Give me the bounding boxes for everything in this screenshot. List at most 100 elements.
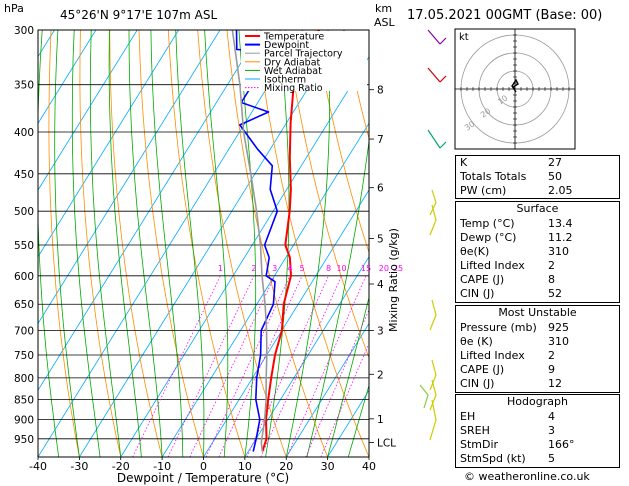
x-tick-label: -30: [70, 460, 88, 473]
index-k: K 27: [460, 156, 562, 169]
legend-label: Dry Adiabat: [264, 57, 321, 68]
isotherm-line: [38, 30, 304, 457]
series-line-temperature: [261, 30, 321, 452]
isotherm-line: [244, 256, 369, 457]
mixing-ratio-label: 15: [361, 264, 371, 273]
pressure-label: 750: [14, 350, 34, 362]
mu-lifted-index: Lifted Index 2: [460, 349, 555, 362]
most-unstable-title: Most Unstable: [498, 306, 577, 319]
isotherm-line: [38, 30, 97, 125]
surface-title: Surface: [516, 202, 559, 215]
x-tick-label: 40: [362, 460, 376, 473]
x-tick-label: -20: [112, 460, 130, 473]
surface-theta: θe(K) 310: [460, 245, 569, 258]
mixing-ratio-line: [167, 275, 255, 457]
y-axis-unit: hPa: [4, 2, 24, 15]
hodo-sreh: SREH 3: [460, 424, 555, 437]
legend-label: Mixing Ratio: [264, 83, 323, 94]
hodo-eh: EH 4: [460, 410, 555, 423]
wet-adiabat-line: [89, 30, 122, 457]
index-totals: Totals Totals 50: [460, 170, 562, 183]
wet-adiabat-line: [204, 30, 229, 457]
wet-adiabat-line: [71, 30, 101, 457]
pressure-label: 950: [14, 434, 34, 446]
dry-adiabat-line: [79, 30, 122, 457]
series-line-parcel-trajectory: [231, 30, 268, 452]
hodograph-trace: [511, 78, 519, 93]
km-label: 3: [377, 326, 384, 338]
x-tick-label: 10: [238, 460, 252, 473]
isotherm-line: [161, 122, 369, 457]
mu-cin: CIN (J) 12: [460, 377, 562, 390]
index-pw: PW (cm) 2.05: [460, 184, 573, 197]
wet-adiabat-line: [150, 30, 184, 457]
isotherm-line: [0, 30, 13, 457]
x-tick-label: -10: [153, 460, 171, 473]
copyright-footer: © weatheronline.co.uk: [464, 470, 590, 483]
hodo-stmdir: StmDir 166°: [460, 438, 575, 451]
x-tick-label: -40: [29, 460, 47, 473]
pressure-label: 850: [14, 394, 34, 406]
legend-label: Wet Adiabat: [264, 66, 322, 77]
mixing-ratio-line: [246, 275, 329, 457]
surface-temp: Temp (°C) 13.4: [460, 217, 573, 230]
legend-label: Temperature: [263, 32, 324, 43]
mixing-ratio-lines: [132, 275, 369, 457]
mixing-ratio-label: 4: [287, 264, 292, 273]
legend-label: Parcel Trajectory: [264, 49, 343, 60]
mu-pressure: Pressure (mb) 925: [460, 321, 569, 334]
isotherm-line: [38, 30, 138, 191]
mixing-ratio-labels: 1 2 3 4 5 8 10 15 20 25: [218, 264, 403, 273]
mu-cape: CAPE (J) 9: [460, 363, 555, 376]
mixing-ratio-label: 8: [326, 264, 331, 273]
mixing-ratio-line: [218, 275, 303, 457]
dry-adiabat-line: [138, 30, 204, 457]
datetime-title: 17.05.2021 00GMT (Base: 00): [407, 8, 602, 23]
km-label: 7: [377, 134, 384, 146]
km-label: 6: [377, 183, 384, 195]
temperature-axis: -40 -30 -20 -10 0 10 20 30 40: [29, 457, 376, 473]
pressure-label: 600: [14, 271, 34, 283]
mixing-ratio-label: 20: [379, 264, 389, 273]
mixing-ratio-axis-title: Mixing Ratio (g/kg): [387, 228, 400, 332]
mixing-ratio-label: 1: [218, 264, 223, 273]
pressure-label: 300: [14, 25, 34, 37]
legend-label: Isotherm: [264, 75, 306, 86]
surface-lifted-index: Lifted Index 2: [460, 259, 555, 272]
isotherm-line: [79, 30, 345, 457]
hodograph-unit: kt: [459, 32, 469, 43]
pressure-label: 800: [14, 373, 34, 385]
km-label: 5: [377, 233, 384, 245]
mixing-ratio-line: [132, 275, 221, 457]
wind-barbs: [419, 29, 447, 441]
pressure-label: 450: [14, 169, 34, 181]
km-label: 1: [377, 414, 384, 426]
mixing-ratio-label: 25: [393, 264, 403, 273]
hodograph: kt 10 20 30: [454, 28, 576, 150]
km-label: 4: [377, 279, 384, 291]
pressure-label: 550: [14, 240, 34, 252]
km-axis: 8 7 6 5 4 3 2 1 LCL: [369, 85, 396, 450]
mixing-ratio-label: 2: [251, 264, 256, 273]
isotherm-line: [120, 55, 369, 457]
mixing-ratio-label: 5: [300, 264, 305, 273]
km-label: 2: [377, 369, 384, 381]
isotherm-line: [203, 189, 369, 457]
km-unit: km: [375, 2, 392, 15]
mixing-ratio-line: [189, 275, 276, 457]
asl-unit: ASL: [374, 16, 396, 29]
surface-dewp: Dewp (°C) 11.2: [460, 231, 573, 244]
location-title: 45°26'N 9°17'E 107m ASL: [60, 8, 217, 22]
mixing-ratio-label: 10: [336, 264, 346, 273]
mixing-ratio-line: [205, 275, 291, 457]
pressure-label: 650: [14, 299, 34, 311]
dry-adiabat-line: [48, 30, 80, 457]
legend-box: [241, 31, 367, 91]
x-tick-label: 30: [321, 460, 335, 473]
wet-adiabat-line: [108, 30, 142, 457]
isotherm-line: [285, 322, 369, 457]
hodo-stmspd: StmSpd (kt) 5: [460, 452, 555, 465]
x-tick-label: 0: [200, 460, 207, 473]
